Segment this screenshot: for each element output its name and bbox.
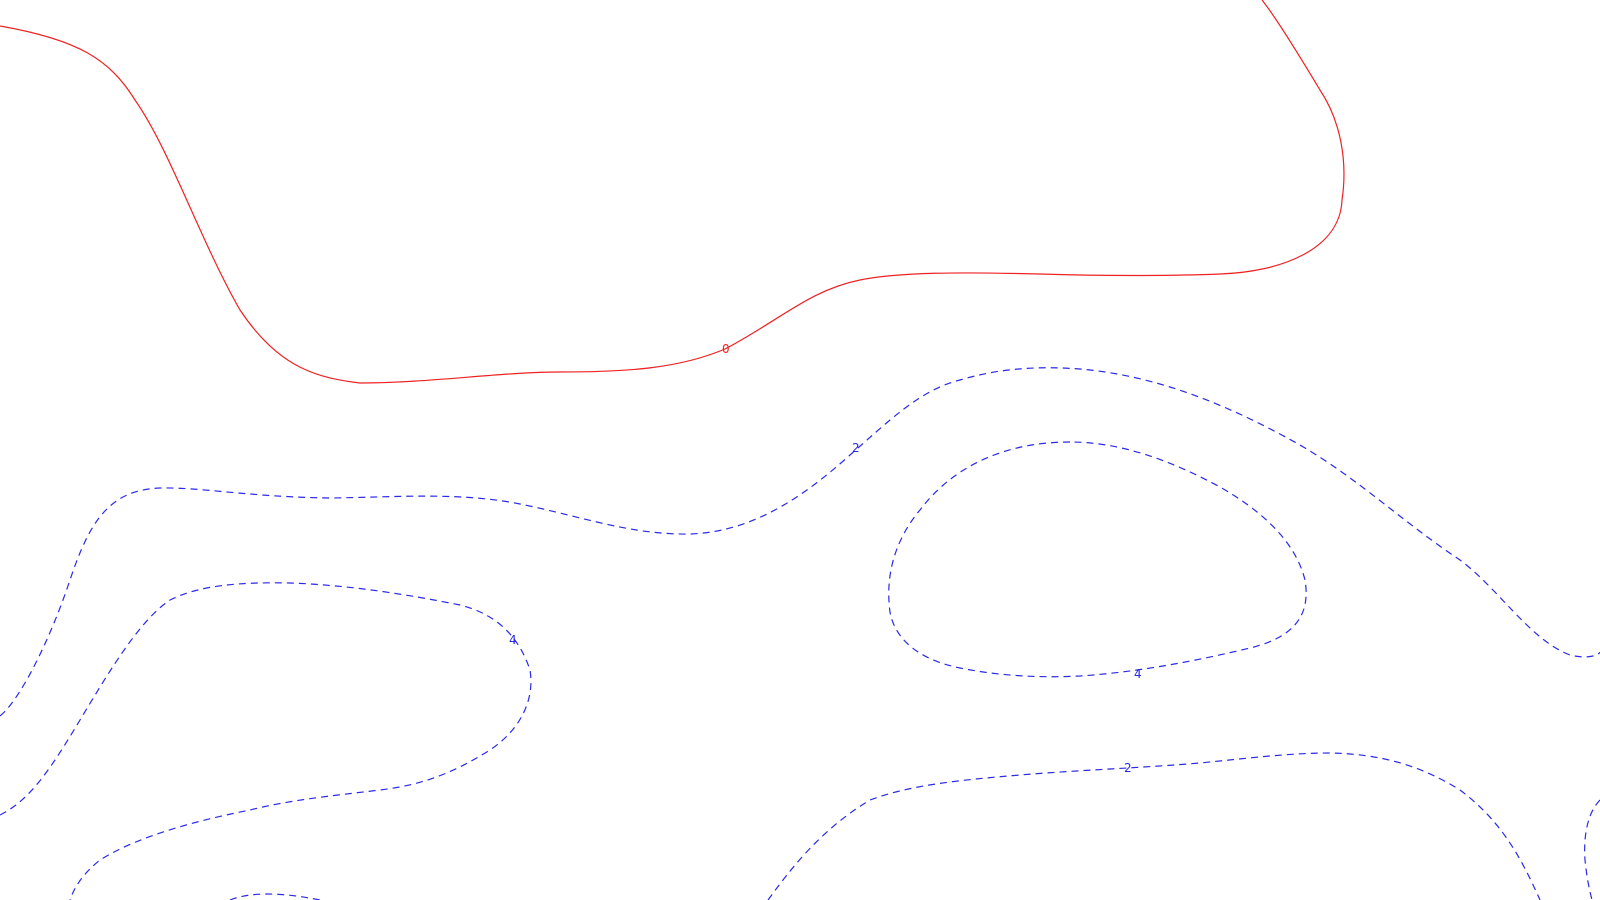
contour-line-neg4-right [888,441,1307,678]
contour-line-zero [0,0,1345,384]
contour-line-neg4-left [0,582,532,900]
contour-label-neg4-right: 4 [1134,667,1142,681]
contour-label-zero: 0 [722,342,730,356]
contour-line-neg2-upper [0,367,1600,717]
contour-line-edge-bottom [229,893,321,900]
contour-line-edge-right [1584,799,1600,900]
contour-line-neg2-lower [767,752,1541,900]
contour-label-neg4-left: 4 [509,633,517,647]
contour-label-neg2-upper: 2 [852,441,860,455]
contour-label-neg2-lower: 2 [1124,761,1132,775]
